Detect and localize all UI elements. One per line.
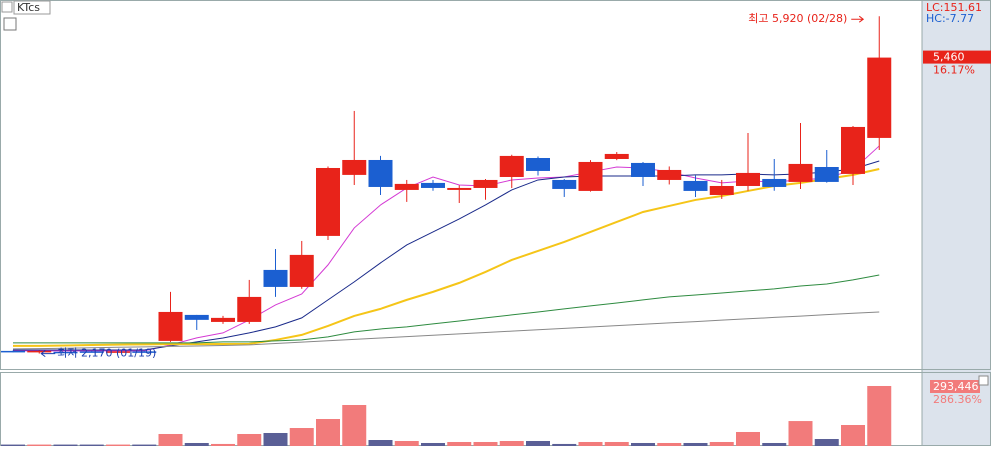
candle-body — [447, 187, 472, 190]
volume-bar — [709, 441, 734, 446]
low-annotation: 최저 2,170 (01/19) — [57, 347, 156, 360]
volume-bar — [158, 433, 183, 446]
volume-bar — [106, 444, 130, 446]
volume-bar — [421, 442, 445, 446]
candle-body — [27, 350, 52, 353]
volume-bar — [841, 424, 865, 446]
candle-body — [841, 126, 865, 174]
candle-body — [814, 166, 839, 182]
volume-bar — [762, 442, 787, 446]
volume-bar — [814, 439, 839, 446]
candle-body — [762, 178, 787, 187]
candle-body — [79, 351, 104, 353]
high-annotation: 최고 5,920 (02/28) — [748, 12, 847, 25]
volume-bar — [683, 442, 708, 446]
volume-bar — [1, 444, 25, 446]
volume-bar — [289, 428, 314, 446]
candle-body — [316, 167, 340, 236]
candle-body — [473, 179, 498, 188]
last-price-label: 5,460 — [933, 51, 965, 64]
candle-body — [604, 153, 629, 159]
moving-average — [13, 160, 880, 351]
lc-label: LC:151.61 — [926, 1, 982, 14]
volume-bar — [53, 444, 78, 446]
title-box — [13, 0, 51, 15]
candle-body — [368, 159, 393, 187]
volume-bar — [499, 440, 524, 446]
hc-label: HC:-7.77 — [926, 12, 974, 25]
low-arrow — [40, 350, 56, 358]
candle-body — [788, 163, 813, 182]
volume-bar — [237, 433, 262, 446]
moving-average — [12, 311, 880, 350]
volume-bar — [342, 405, 367, 446]
candle-body — [709, 185, 734, 195]
candle-body — [683, 180, 708, 191]
volume-bar — [394, 440, 419, 446]
volume-bar — [263, 432, 288, 446]
candle-body — [237, 296, 262, 322]
volume-bar — [552, 443, 577, 446]
volume-change-label: 286.36% — [933, 393, 982, 406]
volume-bar — [447, 441, 472, 446]
candle-body — [867, 57, 892, 138]
volume-bar — [526, 440, 550, 446]
volume-bar — [27, 444, 52, 446]
volume-bar — [657, 442, 682, 446]
last-change-label: 16.17% — [933, 64, 975, 77]
volume-bar — [578, 441, 603, 446]
candle-body — [342, 159, 367, 175]
volume-bar — [736, 431, 760, 446]
candle-body — [631, 162, 655, 177]
high-arrow — [851, 15, 865, 23]
candle-body — [289, 254, 314, 287]
candle-body — [263, 269, 288, 287]
last-price-tag — [923, 50, 991, 64]
candle-body — [499, 155, 524, 177]
candle-body — [53, 351, 78, 354]
candle-body — [394, 183, 419, 190]
table-icon[interactable] — [3, 17, 17, 31]
volume-last-label: 293,446 — [933, 380, 979, 393]
moving-average — [13, 274, 880, 344]
volume-close-button[interactable] — [978, 375, 989, 386]
chart-title: KTcs — [17, 1, 40, 14]
volume-bar — [368, 440, 393, 446]
moving-average — [13, 167, 880, 347]
volume-bar — [132, 444, 157, 446]
candle-body — [421, 182, 445, 188]
volume-bar — [79, 444, 104, 446]
candle-body — [736, 172, 760, 186]
candle-body — [158, 311, 183, 341]
overlay: KTcs LC:151.61 HC:-7.77 최고 5,920 (02/28)… — [1, 0, 991, 406]
volume-bar — [631, 442, 655, 446]
candle-body — [184, 314, 209, 320]
volume-bar — [211, 443, 235, 446]
volume-bar — [184, 442, 209, 446]
candle-body — [657, 169, 682, 180]
volume-tag — [930, 379, 980, 393]
candle-body — [211, 317, 235, 322]
price-axis-panel — [922, 0, 991, 446]
candle-body — [552, 179, 577, 189]
volume-bar — [473, 441, 498, 446]
candle-body — [132, 351, 157, 353]
candle-body — [1, 350, 25, 353]
volume-bar — [316, 419, 340, 446]
volume-bar — [867, 385, 892, 446]
volume-bar — [604, 441, 629, 446]
menu-icon[interactable] — [1, 1, 13, 13]
plot — [1, 16, 892, 446]
candle-body — [526, 157, 550, 171]
candle-body — [578, 161, 603, 191]
volume-bar — [788, 421, 813, 446]
candle-body — [106, 351, 130, 353]
